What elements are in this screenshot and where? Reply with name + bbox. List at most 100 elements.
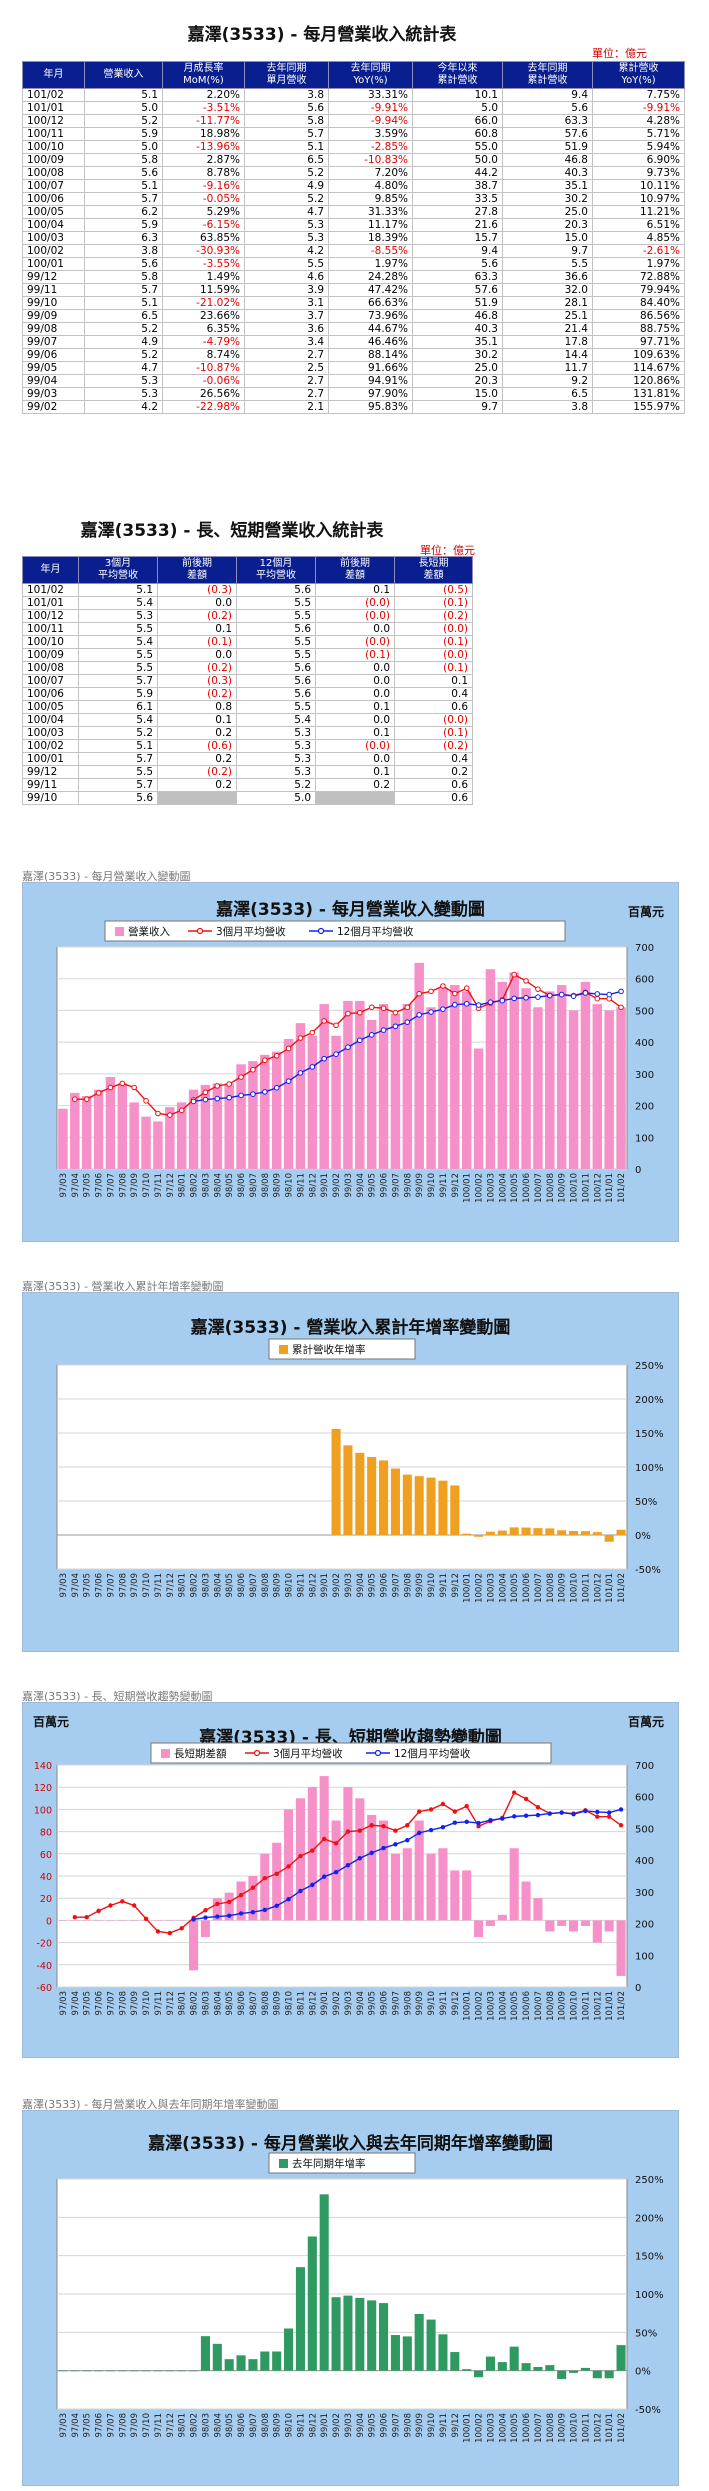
x-tick-label: 100/07 (534, 2413, 544, 2443)
table-cell: 0.4 (394, 687, 473, 701)
table-cell: -4.79% (162, 335, 245, 349)
table-cell: 79.94% (592, 283, 685, 297)
table-row: 99/11 5.7 11.59% 3.9 47.42% 57.6 32.0 79.94% (22, 283, 685, 297)
table-cell: 3.9 (244, 283, 329, 297)
table-row: 99/03 5.3 26.56% 2.7 97.90% 15.0 6.5 131.81% (22, 387, 685, 401)
line-point (381, 1824, 386, 1829)
line-point (297, 1070, 304, 1076)
line-point (476, 1820, 481, 1826)
table-cell: (0.1) (394, 635, 473, 649)
revenue-bar (212, 1083, 223, 1169)
x-tick-label: 97/07 (106, 1173, 116, 1198)
table-cell: 5.2 (244, 166, 329, 180)
line-point (535, 1804, 541, 1810)
chart1-caption: 嘉澤(3533) - 每月營業收入變動圖 (22, 870, 191, 883)
x-tick-label: 99/01 (320, 2413, 330, 2438)
table-cell: 94.91% (328, 374, 413, 388)
line-point (285, 1045, 292, 1052)
long-short-diff-bar (474, 1920, 484, 1938)
x-tick-label: 98/03 (201, 1173, 211, 1198)
table-cell: 84.40% (592, 296, 685, 310)
legend-box (268, 1338, 416, 1360)
monthly-yoy-bar (497, 2362, 507, 2371)
table-cell: 5.0 (236, 791, 316, 805)
revenue-bar (307, 1035, 318, 1169)
x-tick-label: 99/02 (332, 2413, 342, 2438)
x-tick-label: 100/01 (463, 1573, 473, 1603)
line-point (345, 1863, 351, 1868)
x-tick-label: 98/06 (237, 2413, 247, 2438)
x-tick-label: 97/04 (71, 1173, 81, 1198)
line-point (440, 1824, 446, 1830)
table-row: 100/03 5.2 0.2 5.3 0.1 (0.1) (22, 726, 473, 740)
x-tick-label: 99/11 (439, 1573, 449, 1598)
x-tick-label: 98/11 (296, 1573, 306, 1598)
line-point (393, 1842, 398, 1847)
table-cell: 101/01 (22, 101, 85, 115)
y-tick-label: 300 (635, 1070, 654, 1081)
x-tick-label: 99/08 (403, 1991, 413, 2016)
x-tick-label: 99/01 (320, 1991, 330, 2016)
line-point (345, 1044, 351, 1051)
x-tick-label: 99/03 (344, 2413, 354, 2438)
line-point (440, 983, 446, 989)
table-cell: 4.2 (244, 244, 329, 258)
line-point (368, 1004, 375, 1011)
column-header: 月成長率 MoM(%) (162, 61, 245, 89)
long-short-diff-bar (545, 1920, 555, 1932)
long-short-diff-bar (462, 1870, 472, 1921)
table-cell: (0.1) (394, 661, 473, 675)
table-cell: 5.3 (236, 726, 316, 740)
long-short-diff-bar (414, 1820, 424, 1921)
table-cell: 5.2 (84, 348, 163, 362)
monthly-yoy-bar (212, 2343, 222, 2371)
table-cell: 3.6 (244, 322, 329, 336)
legend-label: 長短期差額 (174, 1747, 227, 1760)
table-cell: -10.87% (162, 361, 245, 375)
line-point (428, 1827, 434, 1833)
table-cell: 99/11 (22, 778, 79, 792)
x-tick-label: 99/02 (332, 1573, 342, 1598)
table-cell: 28.1 (502, 296, 593, 310)
line-point (107, 1084, 114, 1091)
table-cell: 5.9 (84, 218, 163, 232)
line-point (595, 1809, 600, 1815)
table-cell: 88.75% (592, 322, 685, 336)
x-tick-label: 100/08 (546, 2413, 556, 2443)
legend-label: 12個月平均營收 (337, 925, 414, 938)
table-cell: 46.8 (502, 153, 593, 167)
y-tick-label: 150% (635, 2252, 664, 2263)
line-point (190, 1098, 197, 1105)
line-point (392, 1023, 399, 1030)
line-point (357, 1037, 363, 1044)
legend-marker (317, 927, 325, 935)
table-row: 100/04 5.4 0.1 5.4 0.0 (0.0) (22, 713, 473, 727)
line-point (215, 1914, 220, 1919)
monthly-yoy-bar (390, 2335, 400, 2371)
table-cell: 5.5 (236, 700, 316, 714)
x-tick-label: 99/04 (356, 1991, 366, 2016)
line-point (215, 1901, 220, 1907)
revenue-bar (129, 1102, 139, 1169)
x-tick-label: 97/05 (83, 1173, 93, 1198)
long-short-diff-bar (580, 1920, 590, 1926)
table-cell: 2.5 (244, 361, 329, 375)
column-header: 去年同期 累計營收 (502, 61, 593, 89)
table-cell: 10.1 (412, 88, 503, 102)
y-tick-label: -50% (635, 1565, 661, 1576)
x-tick-label: 100/02 (475, 1173, 485, 1203)
table-row: 101/01 5.0 -3.51% 5.6 -9.91% 5.0 5.6 -9.91% (22, 101, 685, 115)
table-cell: 100/11 (22, 622, 79, 636)
line-point (440, 1801, 446, 1807)
x-tick-label: 98/04 (213, 1991, 223, 2016)
table-cell: 18.98% (162, 127, 245, 141)
table-cell: 57.6 (502, 127, 593, 141)
table-cell: 5.5 (236, 635, 316, 649)
table-row: 99/08 5.2 6.35% 3.6 44.67% 40.3 21.4 88.75% (22, 322, 685, 336)
x-tick-label: 97/06 (95, 1991, 105, 2016)
x-tick-label: 98/07 (249, 1573, 259, 1598)
plot-area (56, 946, 628, 1170)
line-point (618, 1004, 624, 1011)
table-cell: (0.0) (394, 622, 473, 636)
line-point (285, 1078, 292, 1084)
